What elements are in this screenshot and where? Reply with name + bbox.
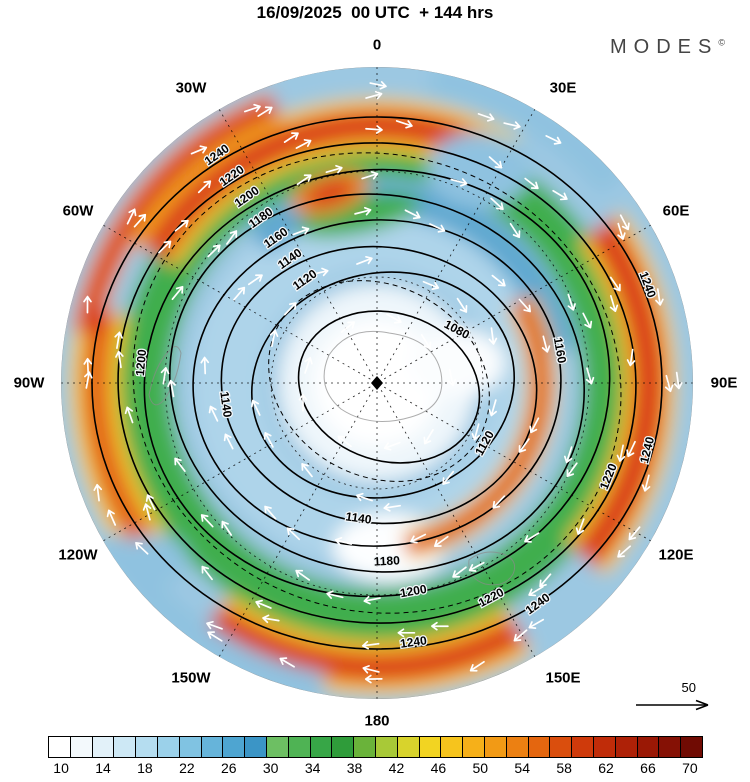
copyright-symbol: © [718,37,725,48]
colorbar-tick-label: 38 [346,760,363,776]
colorbar-cell [92,737,115,757]
reference-vector: 50 [634,680,712,712]
contour-label: 1200 [133,348,149,376]
colorbar-cell [419,737,442,757]
pole-marker [371,376,383,390]
meridian-label-150e: 150E [545,669,581,687]
colorbar-cell [441,737,464,757]
modes-logo: MODES© [610,36,725,59]
meridian-label-120w: 120W [58,546,98,564]
colorbar-cell [637,737,660,757]
colorbar-ticks: 10 14 18 22 26 30 34 38 42 46 50 54 58 62 66 70 [48,760,703,780]
meridian-label-90e: 90E [710,374,738,392]
colorbar-cell [49,737,71,757]
meridian-label-150w: 150W [171,669,211,687]
colorbar-cell [463,737,485,757]
meridian-label-30w: 30W [175,79,207,97]
colorbar-cell [572,737,594,757]
colorbar-tick-label: 14 [95,760,111,776]
colorbar-cell [332,737,355,757]
colorbar-tick-label: 70 [682,760,698,776]
colorbar-tick-label: 58 [556,760,572,776]
reference-arrow-icon [636,699,709,711]
colorbar-cell [593,737,616,757]
colorbar-tick-label: 46 [430,760,447,776]
colorbar-cell [550,737,573,757]
colorbar-tick-label: 50 [472,760,489,776]
meridian-label-60e: 60E [662,202,690,220]
colorbar-cell [375,737,398,757]
colorbar-cell [70,737,93,757]
polar-map: 1240 1220 1200 1180 1160 1140 1120 1240 … [61,67,693,699]
contour-label: 1200 [399,582,428,600]
meridian-label-180: 180 [364,712,390,730]
meridian-label-30e: 30E [549,79,577,97]
colorbar-tick-label: 10 [53,760,69,776]
modes-logo-text: MODES [610,36,719,58]
colorbar-cell [397,737,420,757]
contour-label: 1140 [345,509,373,527]
colorbar-cell [157,737,180,757]
colorbar-cell [223,737,246,757]
colorbar-tick-label: 66 [640,760,656,776]
colorbar-cell [288,737,311,757]
colorbar-cell [201,737,224,757]
colorbar-cell [615,737,638,757]
coastlines [148,330,516,586]
meridian-label-60w: 60W [62,202,94,220]
colorbar-cell [245,737,267,757]
meridian-label-90w: 90W [13,374,45,392]
colorbar-tick-label: 18 [137,760,153,776]
colorbar-cells [48,736,703,758]
contour-label: 1240 [399,633,428,651]
colorbar-cell [266,737,289,757]
colorbar-tick-label: 26 [220,760,237,776]
colorbar-tick-label: 62 [598,760,614,776]
colorbar-cell [528,737,551,757]
colorbar-tick-label: 42 [388,760,405,776]
colorbar-cell [681,737,702,757]
colorbar-cell [114,737,137,757]
colorbar-tick-label: 30 [262,760,279,776]
contour-label: 1140 [217,391,235,419]
colorbar-cell [659,737,682,757]
colorbar-cell [354,737,376,757]
graticule [61,67,693,699]
colorbar-cell [310,737,333,757]
colorbar-tick-label: 22 [179,760,195,776]
reference-vector-label: 50 [681,680,696,695]
colorbar-tick-label: 54 [514,760,531,776]
colorbar-tick-label: 34 [304,760,321,776]
meridian-label-120e: 120E [658,546,694,564]
colorbar-cell [136,737,158,757]
colorbar-cell [506,737,529,757]
map-title: 16/09/2025 00 UTC + 144 hrs [256,3,494,22]
colorbar-cell [484,737,507,757]
meridian-label-0: 0 [372,36,382,54]
height-contours [91,116,663,650]
contour-label: 1180 [373,553,400,568]
colorbar-cell [179,737,202,757]
wind-arrows [83,81,683,684]
contour-label: 1160 [551,336,569,364]
